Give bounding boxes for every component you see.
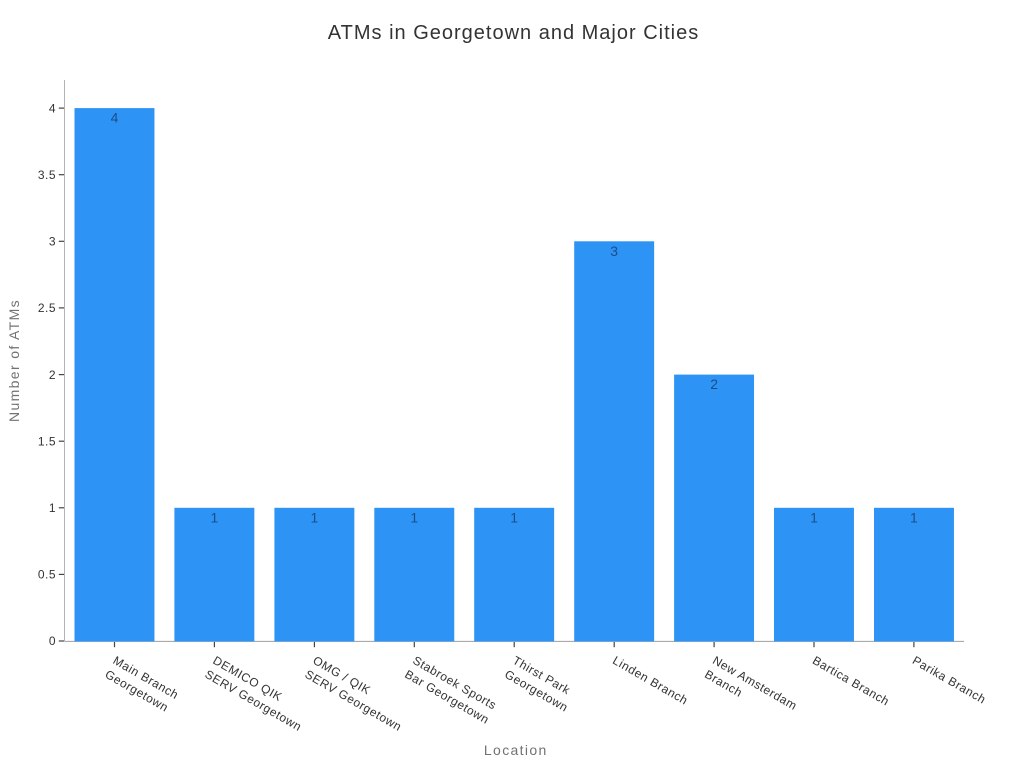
svg-text:4: 4 — [49, 101, 56, 115]
svg-text:2.5: 2.5 — [38, 301, 56, 315]
svg-text:Location: Location — [484, 742, 548, 758]
svg-text:0: 0 — [49, 634, 56, 648]
svg-text:1: 1 — [410, 509, 418, 525]
svg-text:1: 1 — [311, 509, 319, 525]
svg-text:ATMs in Georgetown and Major C: ATMs in Georgetown and Major Cities — [328, 22, 699, 44]
svg-text:3.5: 3.5 — [38, 168, 56, 182]
svg-text:3: 3 — [49, 235, 56, 249]
svg-text:2: 2 — [49, 368, 56, 382]
svg-text:1: 1 — [211, 509, 219, 525]
svg-text:0.5: 0.5 — [38, 568, 56, 582]
svg-text:1.5: 1.5 — [38, 434, 56, 448]
svg-text:1: 1 — [510, 509, 518, 525]
svg-text:1: 1 — [49, 501, 56, 515]
svg-text:Number of ATMs: Number of ATMs — [6, 299, 22, 422]
svg-text:1: 1 — [910, 509, 918, 525]
svg-text:2: 2 — [710, 376, 718, 392]
svg-text:1: 1 — [810, 509, 818, 525]
svg-text:3: 3 — [610, 243, 618, 259]
svg-text:4: 4 — [111, 110, 119, 126]
